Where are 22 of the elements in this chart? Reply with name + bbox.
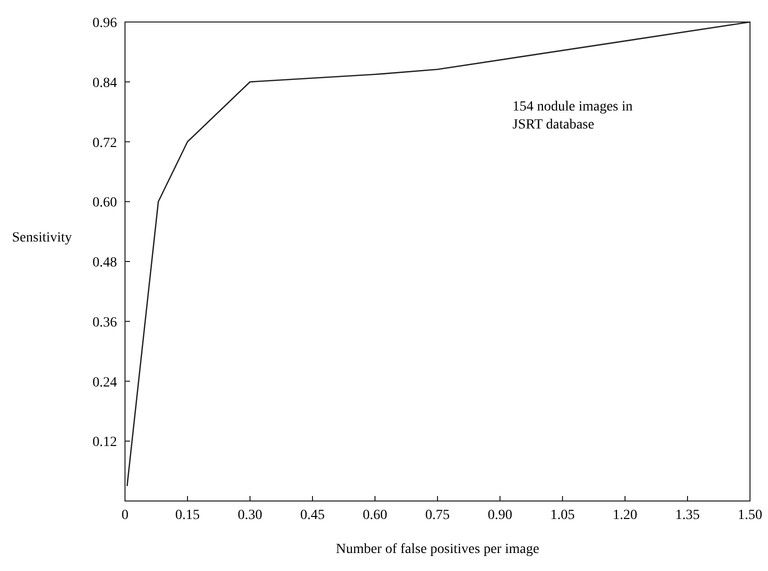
x-tick-label: 0.30	[238, 508, 262, 523]
x-tick-label: 0.75	[425, 508, 450, 523]
annotation: 154 nodule images in JSRT database	[512, 100, 633, 133]
y-tick-label: 0.48	[92, 256, 117, 270]
x-tick-label: 0.45	[300, 508, 325, 523]
y-tick-label: 0.72	[92, 136, 117, 151]
x-tick-label: 1.05	[550, 508, 575, 523]
x-tick-label: 0.60	[362, 508, 388, 523]
y-tick-label: 0.36	[92, 315, 117, 330]
x-tick-label: 1.35	[675, 508, 700, 523]
x-axis-title: Number of false positives per image	[336, 542, 540, 557]
y-axis-title: Sensitivity	[12, 230, 72, 246]
y-tick-label: 0.60	[92, 196, 117, 211]
y-tick-label: 0.12	[92, 435, 117, 450]
x-tick-label: 1.20	[612, 508, 638, 523]
y-tick-label: 0.96	[92, 16, 117, 31]
x-tick-label: 0	[122, 508, 128, 523]
x-tick-label: 0.90	[488, 508, 512, 523]
x-tick-label: 0.15	[175, 508, 200, 523]
x-tick-label: 1.50	[738, 508, 762, 523]
y-tick-label: 0.84	[92, 76, 117, 91]
y-tick-label: 0.24	[92, 375, 117, 390]
